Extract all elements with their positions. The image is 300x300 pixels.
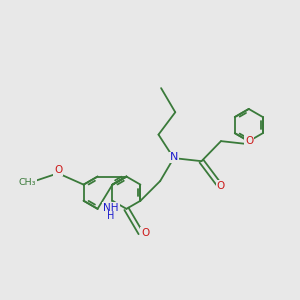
Text: H: H: [107, 211, 115, 221]
Text: CH₃: CH₃: [18, 178, 36, 187]
Text: N: N: [169, 152, 178, 163]
Text: O: O: [141, 228, 149, 238]
Text: O: O: [245, 136, 253, 146]
Text: O: O: [54, 165, 62, 175]
Text: O: O: [217, 181, 225, 191]
Text: NH: NH: [103, 203, 119, 213]
